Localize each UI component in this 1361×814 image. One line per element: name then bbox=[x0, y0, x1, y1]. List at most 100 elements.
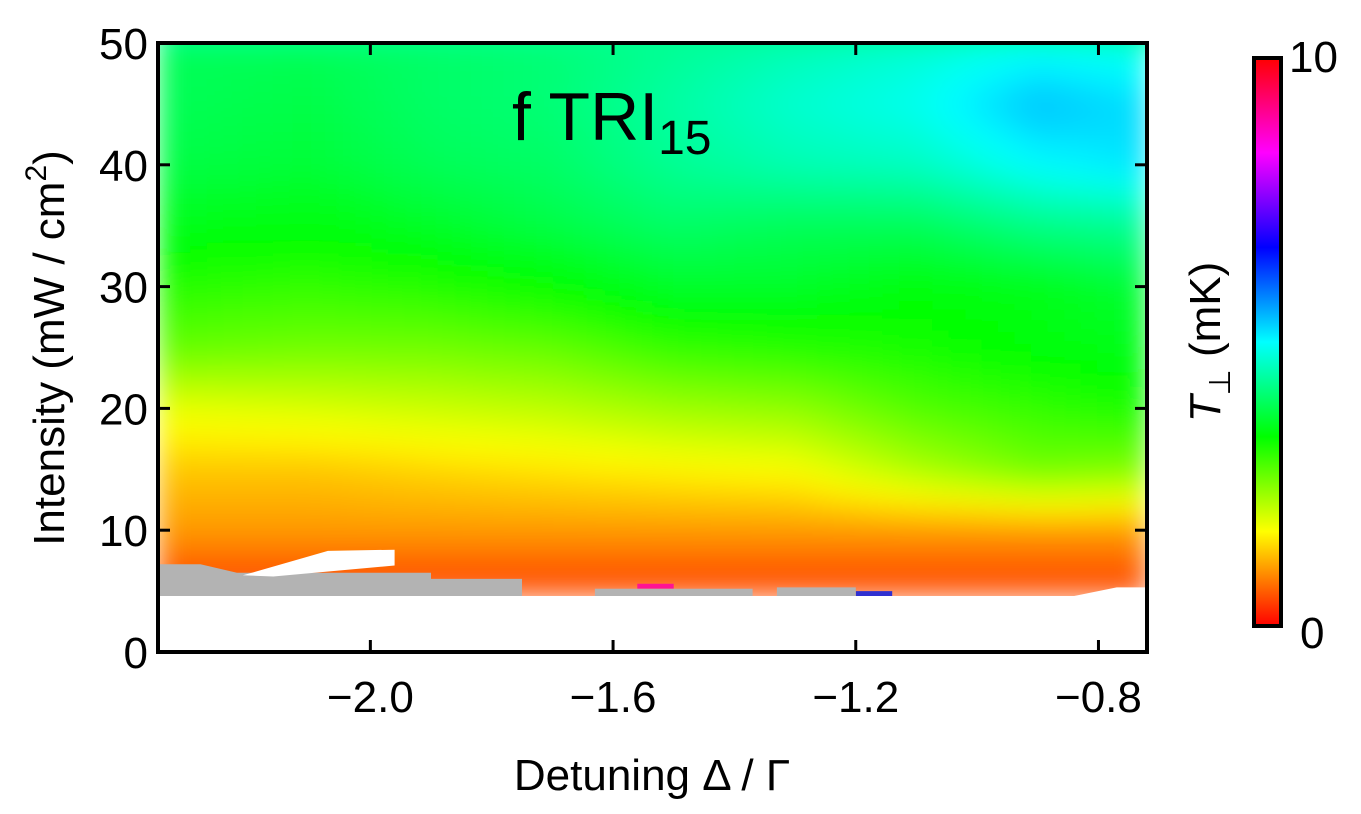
heatmap-cell bbox=[816, 415, 835, 429]
heatmap-cell bbox=[783, 54, 802, 68]
heatmap-cell bbox=[223, 355, 241, 369]
heatmap-cell bbox=[1113, 138, 1132, 152]
heatmap-cell bbox=[569, 439, 588, 453]
heatmap-cell bbox=[915, 294, 934, 308]
heatmap-cell bbox=[223, 343, 241, 357]
heatmap-cell bbox=[652, 90, 670, 104]
heatmap-cell bbox=[553, 475, 571, 489]
heatmap-cell bbox=[833, 102, 851, 116]
heatmap-cell bbox=[371, 162, 390, 176]
heatmap-cell bbox=[371, 258, 390, 272]
heatmap-cell bbox=[305, 306, 324, 320]
heatmap-cell bbox=[388, 174, 406, 188]
heatmap-cell bbox=[668, 523, 686, 537]
heatmap-cell bbox=[816, 559, 835, 573]
heatmap-cell bbox=[1064, 379, 1082, 393]
heatmap-cell bbox=[536, 126, 555, 140]
heatmap-cell bbox=[1130, 174, 1147, 188]
heatmap-cell bbox=[652, 415, 670, 429]
heatmap-cell bbox=[586, 343, 604, 357]
heatmap-cell bbox=[833, 367, 851, 381]
heatmap-cell bbox=[998, 487, 1016, 501]
heatmap-cell bbox=[701, 343, 719, 357]
heatmap-cell bbox=[998, 270, 1016, 284]
heatmap-cell bbox=[536, 343, 555, 357]
heatmap-cell bbox=[866, 114, 884, 128]
heatmap-cell bbox=[882, 150, 901, 164]
heatmap-cell bbox=[305, 78, 324, 92]
heatmap-cell bbox=[602, 258, 621, 272]
heatmap-cell bbox=[734, 331, 752, 345]
heatmap-cell bbox=[734, 463, 752, 477]
heatmap-cell bbox=[915, 367, 934, 381]
heatmap-cell bbox=[998, 318, 1016, 333]
heatmap-cell bbox=[173, 463, 192, 477]
heatmap-cell bbox=[1097, 234, 1115, 248]
heatmap-cell bbox=[173, 403, 192, 417]
heatmap-cell bbox=[701, 43, 719, 56]
heatmap-cell bbox=[322, 282, 340, 296]
heatmap-cell bbox=[1113, 294, 1132, 308]
heatmap-cell bbox=[882, 379, 901, 393]
heatmap-cell bbox=[256, 367, 274, 381]
heatmap-cell bbox=[355, 294, 373, 308]
heatmap-cell bbox=[932, 43, 950, 56]
heatmap-cell bbox=[470, 475, 489, 489]
heatmap-cell bbox=[388, 294, 406, 308]
heatmap-cell bbox=[173, 150, 192, 164]
heatmap-cell bbox=[602, 43, 621, 56]
heatmap-cell bbox=[322, 451, 340, 465]
heatmap-cell bbox=[503, 367, 522, 381]
heatmap-cell bbox=[1014, 234, 1033, 248]
heatmap-cell bbox=[734, 138, 752, 152]
heatmap-cell bbox=[1064, 391, 1082, 405]
heatmap-cell bbox=[816, 403, 835, 417]
heatmap-cell bbox=[470, 90, 489, 104]
heatmap-cell bbox=[569, 102, 588, 116]
heatmap-cell bbox=[388, 66, 406, 80]
heatmap-cell bbox=[586, 306, 604, 320]
heatmap-cell bbox=[239, 439, 258, 453]
heatmap-cell bbox=[437, 246, 456, 260]
heatmap-cell bbox=[882, 487, 901, 501]
heatmap-cell bbox=[1014, 90, 1033, 104]
heatmap-cell bbox=[1064, 102, 1082, 116]
heatmap-cell bbox=[503, 355, 522, 369]
heatmap-cell bbox=[1014, 306, 1033, 320]
heatmap-cell bbox=[1097, 198, 1115, 212]
heatmap-cell bbox=[981, 246, 1000, 260]
heatmap-cell bbox=[602, 270, 621, 284]
heatmap-cell bbox=[1014, 355, 1033, 369]
heatmap-cell bbox=[158, 282, 175, 296]
heatmap-cell bbox=[1130, 102, 1147, 116]
heatmap-cell bbox=[833, 246, 851, 260]
heatmap-cell bbox=[520, 282, 538, 296]
heatmap-cell bbox=[816, 138, 835, 152]
heatmap-cell bbox=[1064, 355, 1082, 369]
heatmap-cell bbox=[158, 427, 175, 441]
heatmap-cell bbox=[487, 306, 505, 320]
heatmap-cell bbox=[717, 487, 736, 501]
heatmap-cell bbox=[932, 439, 950, 453]
heatmap-cell bbox=[717, 126, 736, 140]
heatmap-cell bbox=[866, 198, 884, 212]
heatmap-cell bbox=[1130, 547, 1147, 561]
heatmap-cell bbox=[800, 102, 818, 116]
heatmap-cell bbox=[158, 174, 175, 188]
heatmap-cell bbox=[932, 246, 950, 260]
heatmap-cell bbox=[1047, 294, 1066, 308]
heatmap-cell bbox=[750, 246, 769, 260]
heatmap-cell bbox=[586, 427, 604, 441]
heatmap-cell bbox=[866, 294, 884, 308]
no-data-region bbox=[776, 587, 856, 596]
heatmap-cell bbox=[635, 403, 653, 417]
heatmap-cell bbox=[1031, 43, 1049, 56]
heatmap-cell bbox=[1097, 427, 1115, 441]
heatmap-cell bbox=[619, 246, 637, 260]
heatmap-cell bbox=[734, 379, 752, 393]
heatmap-cell bbox=[487, 138, 505, 152]
heatmap-cell bbox=[1031, 451, 1049, 465]
heatmap-cell bbox=[520, 427, 538, 441]
heatmap-cell bbox=[899, 162, 917, 176]
heatmap-cell bbox=[503, 391, 522, 405]
